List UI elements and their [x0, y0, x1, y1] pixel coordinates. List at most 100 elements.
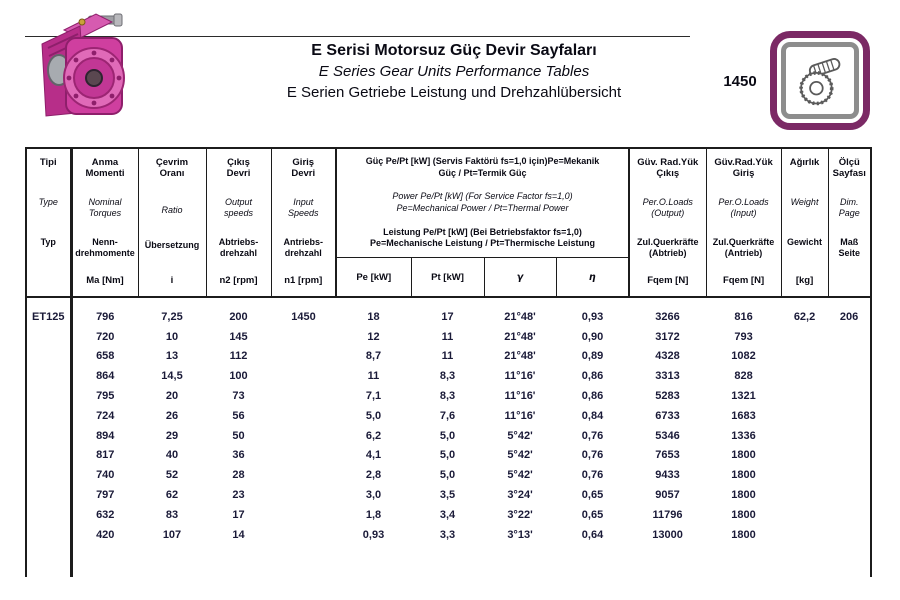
- cell: 200: [229, 310, 248, 323]
- col-header-radial-load-output: Güv. Rad.Yük Çıkış Per.O.Loads (Output) …: [628, 147, 707, 298]
- cell: 1800: [731, 469, 756, 482]
- cell: 14: [232, 528, 245, 541]
- worm-gear-icon: [799, 57, 841, 105]
- cell: 5°42': [507, 449, 533, 462]
- pink-gearbox-icon: [41, 13, 125, 117]
- cell: 29: [165, 429, 179, 442]
- cell: [25, 386, 73, 406]
- cell: 3172: [655, 330, 680, 343]
- cell: [25, 425, 73, 446]
- cell: 8,3: [439, 390, 456, 403]
- cell: 206: [828, 297, 873, 327]
- cell: 0,86: [581, 390, 604, 403]
- cell: 724: [96, 409, 115, 422]
- cell: [25, 445, 73, 466]
- cell: 7653: [655, 449, 680, 462]
- cell: [781, 426, 828, 446]
- cell: 0,86: [581, 370, 604, 383]
- cell: 11: [441, 350, 454, 363]
- cell: 5,0: [439, 429, 456, 442]
- table-row: 797 62 23 3,0 3,5 3°24' 0,65 9057 1800: [25, 485, 873, 505]
- cell: 21°48': [504, 310, 536, 323]
- cell: [25, 326, 73, 347]
- cell: 9433: [655, 469, 680, 482]
- table-row: 795 20 73 7,1 8,3 11°16' 0,86 5283 1321: [25, 386, 873, 406]
- page-title-english: E Series Gear Units Performance Tables: [318, 63, 590, 80]
- cell: [781, 446, 828, 466]
- table-row: 740 52 28 2,8 5,0 5°42' 0,76 9433 1800: [25, 465, 873, 486]
- cell: 23: [232, 489, 245, 502]
- cell: [781, 485, 828, 505]
- cell: 11: [367, 370, 380, 383]
- cell: [781, 327, 828, 347]
- page-title: E Serisi Motorsuz Güç Devir Sayfaları: [311, 42, 597, 59]
- cell: 11: [441, 330, 454, 343]
- cell: 816: [734, 310, 753, 323]
- cell: 11°16': [504, 409, 536, 422]
- cell: 3°22': [507, 508, 533, 521]
- cell: 0,76: [581, 469, 604, 482]
- cell: 145: [229, 330, 248, 343]
- subcol-thermal-power: Pt [kW]: [410, 257, 485, 298]
- cell: 864: [96, 370, 115, 383]
- table-row: 894 29 50 6,2 5,0 5°42' 0,76 5346 1336: [25, 425, 873, 446]
- col-header-weight: Ağırlık Weight Gewicht [kg]: [780, 147, 829, 298]
- cell: [25, 485, 73, 505]
- col-header-type: Tipi Type Typ: [25, 147, 73, 298]
- cell: 5°42': [507, 469, 533, 482]
- cell: [828, 386, 873, 406]
- cell: 420: [96, 528, 115, 541]
- cell: 5,0: [365, 409, 382, 422]
- input-speed-code: 1450: [723, 73, 757, 90]
- page-title-block: E Serisi Motorsuz Güç Devir Sayfaları E …: [174, 40, 734, 103]
- table-row: 720 10 145 12 11 21°48' 0,90 3172 793: [25, 326, 873, 347]
- cell: 52: [165, 469, 179, 482]
- cell: [271, 366, 336, 386]
- cell: 28: [232, 469, 245, 482]
- cell: 1800: [731, 449, 756, 462]
- cell: 1683: [731, 409, 756, 422]
- cell: 21°48': [504, 350, 536, 363]
- cell: [781, 525, 828, 577]
- cell: 6,2: [365, 429, 382, 442]
- cell: 17: [441, 310, 454, 323]
- cell: 632: [96, 508, 115, 521]
- cell: 17: [232, 508, 245, 521]
- table-row: ET125 796 7,25 200 1450 18 17 21°48' 0,93 3266 816…: [25, 297, 873, 327]
- cell: [271, 525, 336, 577]
- col-header-power-group: Güç Pe/Pt [kW] (Servis Faktörü fs=1,0 iç…: [335, 147, 631, 258]
- table-body: ET125 796 7,25 200 1450 18 17 21°48' 0,93 3266 816…: [25, 297, 873, 577]
- cell: 658: [96, 350, 115, 363]
- cell: [271, 327, 336, 347]
- cell: 0,64: [581, 528, 604, 541]
- cell: 36: [232, 449, 245, 462]
- cell: [781, 505, 828, 525]
- cell: 3°13': [507, 528, 533, 541]
- cell: 1082: [731, 350, 756, 363]
- cell: [828, 524, 873, 577]
- series-icon-inner-frame: [781, 42, 859, 119]
- cell: 8,3: [439, 370, 456, 383]
- cell: 1800: [731, 508, 756, 521]
- cell: [781, 366, 828, 386]
- gearbox-photo: [26, 4, 138, 124]
- cell: 3266: [655, 310, 680, 323]
- cell: [828, 465, 873, 486]
- cell: 0,89: [581, 350, 604, 363]
- series-icon-frame: [770, 31, 870, 130]
- cell: 1800: [731, 528, 756, 541]
- cell: 0,65: [581, 508, 604, 521]
- cell: 11°16': [504, 390, 536, 403]
- cell: 40: [165, 449, 179, 462]
- cell: [25, 366, 73, 387]
- cell: [828, 425, 873, 446]
- table-row: 658 13 112 8,7 11 21°48' 0,89 4328 1082: [25, 346, 873, 367]
- cell: [828, 405, 873, 426]
- cell: 3°24': [507, 489, 533, 502]
- cell: 1450: [291, 310, 316, 323]
- cell: [271, 347, 336, 367]
- cell: 894: [96, 429, 115, 442]
- cell: 0,76: [581, 429, 604, 442]
- cell: 112: [229, 350, 248, 363]
